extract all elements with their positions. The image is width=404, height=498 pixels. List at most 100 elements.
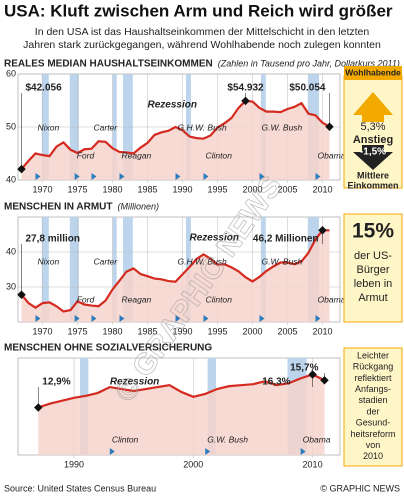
- point-marker: [325, 122, 334, 131]
- point-marker: [17, 290, 26, 299]
- value-label: 16,3%: [262, 377, 290, 388]
- x-tick-label: 1985: [137, 326, 157, 336]
- arrow-up: [353, 92, 393, 122]
- source: Source: United States Census Bureau: [4, 483, 156, 493]
- x-tick-label: 1995: [207, 326, 227, 336]
- subtitle: In den USA ist das Haushaltseinkommen de…: [35, 26, 370, 38]
- president-label: G.W. Bush: [207, 434, 248, 444]
- y-tick-label: 60: [6, 68, 16, 78]
- recession-band: [123, 217, 133, 322]
- side-text: stadien: [358, 395, 387, 405]
- x-tick-label: 2005: [277, 184, 297, 194]
- president-label: G.H.W. Bush: [178, 256, 228, 266]
- x-tick-label: 2000: [242, 326, 262, 336]
- president-label: Obama: [318, 294, 346, 304]
- president-label: Nixon: [38, 122, 60, 132]
- x-tick-label: 1995: [207, 184, 227, 194]
- inauguration-marker: [91, 173, 97, 180]
- x-tick-label: 2010: [312, 184, 332, 194]
- president-label: Clinton: [206, 294, 233, 304]
- president-label: Obama: [303, 434, 331, 444]
- side-panel: [343, 347, 403, 467]
- inauguration-marker: [175, 315, 181, 322]
- x-tick-label: 2010: [303, 459, 323, 469]
- side-text: Anstieg: [353, 134, 393, 146]
- inauguration-marker: [205, 448, 211, 455]
- inauguration-marker: [175, 173, 181, 180]
- side-panel: [343, 213, 403, 323]
- chart-title: Menschen ohne Sozialversicherung: [4, 343, 212, 354]
- side-value: -1,5%: [360, 147, 386, 158]
- inauguration-marker: [300, 448, 306, 455]
- chart-subtitle: (Millionen): [118, 201, 160, 211]
- area: [21, 230, 330, 322]
- side-text: 2010: [363, 451, 383, 461]
- president-label: Clinton: [206, 150, 233, 160]
- x-tick-label: 1980: [102, 326, 122, 336]
- line: [37, 373, 325, 409]
- line: [20, 99, 331, 170]
- side-text: reflektiert: [354, 373, 392, 383]
- x-tick-label: 1975: [67, 184, 87, 194]
- side-text: Rückgang: [353, 362, 394, 372]
- inauguration-marker: [119, 315, 125, 322]
- president-label: Nixon: [38, 256, 60, 266]
- inauguration-marker: [315, 173, 321, 180]
- side-text: Gesund-: [356, 418, 391, 428]
- side-header: [344, 66, 402, 80]
- point-marker: [320, 376, 329, 385]
- president-label: Ford: [77, 150, 95, 160]
- inauguration-marker: [259, 173, 265, 180]
- side-text: Leichter: [357, 350, 389, 360]
- side-text: heitsreform: [350, 429, 395, 439]
- y-tick-label: 30: [6, 281, 16, 291]
- inauguration-marker: [91, 315, 97, 322]
- value-label: 27,8 million: [26, 234, 80, 245]
- recession-label: Rezession: [148, 100, 197, 111]
- inauguration-marker: [74, 315, 80, 322]
- point-marker: [318, 226, 327, 235]
- side-text: Armut: [358, 292, 387, 304]
- y-tick-label: 40: [6, 174, 16, 184]
- x-tick-label: 1985: [137, 184, 157, 194]
- value-label: 46,2 Millionen: [253, 234, 319, 245]
- title: USA: Kluft zwischen Arm und Reich wird g…: [4, 1, 393, 20]
- inauguration-marker: [74, 173, 80, 180]
- x-tick-label: 2000: [183, 459, 203, 469]
- chart-subtitle: (Zahlen in Tausend pro Jahr, Dollarkurs …: [218, 58, 400, 68]
- x-tick-label: 2010: [312, 326, 332, 336]
- y-tick-label: 50: [6, 121, 16, 131]
- point-marker: [34, 403, 43, 412]
- x-tick-label: 1970: [32, 184, 52, 194]
- line: [20, 229, 330, 313]
- inauguration-marker: [259, 315, 265, 322]
- value-label: 15,7%: [290, 363, 318, 374]
- chart-title: Reales Median Haushaltseinkommen: [4, 59, 213, 70]
- president-label: Reagan: [122, 294, 152, 304]
- inauguration-marker: [35, 173, 41, 180]
- area: [21, 100, 330, 180]
- value-label: $54.932: [227, 83, 264, 94]
- inauguration-marker: [203, 173, 209, 180]
- point-marker: [241, 96, 250, 106]
- y-tick-label: 40: [6, 246, 16, 256]
- inauguration-marker: [109, 448, 115, 455]
- recession-label: Rezession: [190, 233, 239, 244]
- inauguration-marker: [119, 173, 125, 180]
- inauguration-marker: [203, 315, 209, 322]
- side-value: 15%: [352, 220, 394, 243]
- side-text: der US-: [354, 250, 392, 262]
- side-text: Anfangs-: [355, 384, 391, 394]
- recession-band: [260, 217, 266, 322]
- x-tick-label: 1980: [102, 184, 122, 194]
- president-label: Carter: [94, 122, 119, 132]
- recession-label: Rezession: [110, 377, 159, 388]
- side-text: Mittlere: [357, 170, 389, 180]
- side-text: von: [366, 440, 381, 450]
- side-text: leben in: [354, 278, 393, 290]
- side-text: Wohlhabende: [345, 67, 401, 77]
- side-text: der: [366, 406, 379, 416]
- x-tick-label: 1990: [172, 326, 192, 336]
- value-label: $50.054: [289, 83, 326, 94]
